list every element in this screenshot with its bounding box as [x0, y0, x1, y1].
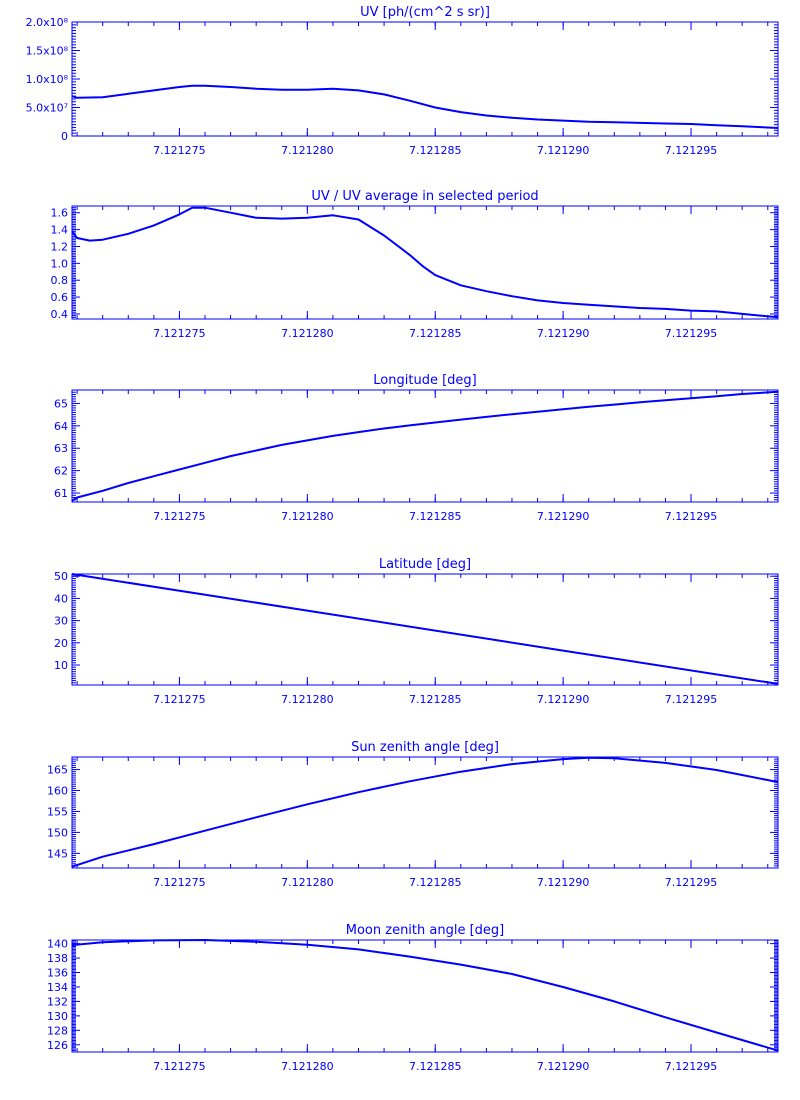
x-tick-label: 7.121295	[665, 327, 718, 340]
x-tick-label: 7.121275	[153, 1060, 206, 1073]
x-tick-label: 7.121295	[665, 1060, 718, 1073]
panel-1: UV [ph/(cm^2 s sr)] 0 5.0x10⁷ 1.0x10⁸ 1.5x10…	[26, 5, 779, 157]
y-tick-label: 2.0x10⁸	[26, 16, 69, 29]
panel-title: UV / UV average in selected period	[311, 189, 538, 204]
series-line	[71, 573, 779, 685]
x-tick-label: 7.121290	[537, 1060, 590, 1073]
panel-2: UV / UV average in selected period 0.4 0.6…	[51, 189, 779, 340]
panel-title: Latitude [deg]	[379, 557, 471, 572]
y-tick-label: 1.0	[51, 257, 69, 270]
y-tick-label: 40	[54, 592, 68, 605]
x-tick-label: 7.121285	[409, 1060, 462, 1073]
y-tick-label: 134	[47, 981, 68, 994]
y-tick-label: 132	[47, 995, 68, 1008]
y-tick-label: 61	[54, 487, 68, 500]
plot-frame	[71, 756, 779, 869]
panel-4: Latitude [deg] 10 20 30 40 50 7.121275 7.121280…	[54, 557, 779, 706]
y-tick-label: 62	[54, 465, 68, 478]
y-tick-label: 0.4	[51, 308, 69, 321]
x-tick-label: 7.121290	[537, 327, 590, 340]
y-tick-label: 0	[61, 130, 68, 143]
series-line	[71, 390, 779, 502]
x-tick-label: 7.121275	[153, 876, 206, 889]
y-tick-label: 140	[47, 938, 68, 951]
plot-frame	[71, 205, 779, 320]
panel-title: UV [ph/(cm^2 s sr)]	[360, 5, 490, 20]
y-tick-label: 138	[47, 952, 68, 965]
y-tick-label: 1.4	[51, 224, 69, 237]
panel-6: Moon zenith angle [deg]12612813013213413…	[47, 923, 779, 1073]
x-tick-label: 7.121280	[281, 1060, 334, 1073]
x-tick-label: 7.121290	[537, 144, 590, 157]
y-tick-label: 5.0x10⁷	[26, 102, 68, 115]
series-line	[71, 756, 779, 868]
x-tick-label: 7.121285	[409, 693, 462, 706]
y-tick-label: 64	[54, 420, 68, 433]
y-tick-label: 0.6	[51, 291, 69, 304]
series-line	[71, 84, 779, 129]
x-tick-label: 7.121275	[153, 693, 206, 706]
panel-title: Moon zenith angle [deg]	[346, 923, 504, 938]
y-tick-label: 150	[47, 826, 68, 839]
panel-title: Longitude [deg]	[373, 373, 476, 388]
x-tick-label: 7.121280	[281, 327, 334, 340]
x-tick-label: 7.121290	[537, 510, 590, 523]
y-tick-label: 50	[54, 570, 68, 583]
x-tick-label: 7.121285	[409, 327, 462, 340]
y-tick-label: 128	[47, 1024, 68, 1037]
panel-5: Sun zenith angle [deg] 145 150 155 160 165 7.1…	[47, 740, 779, 889]
x-tick-label: 7.121290	[537, 876, 590, 889]
x-tick-label: 7.121290	[537, 693, 590, 706]
y-tick-label: 10	[54, 659, 68, 672]
x-tick-label: 7.121275	[153, 144, 206, 157]
y-tick-label: 1.0x10⁸	[26, 73, 69, 86]
y-tick-label: 1.6	[51, 207, 69, 220]
x-tick-label: 7.121285	[409, 510, 462, 523]
x-tick-label: 7.121295	[665, 510, 718, 523]
y-tick-label: 126	[47, 1039, 68, 1052]
y-tick-label: 136	[47, 967, 68, 980]
x-tick-label: 7.121295	[665, 144, 718, 157]
x-tick-label: 7.121275	[153, 327, 206, 340]
x-tick-label: 7.121280	[281, 693, 334, 706]
y-tick-label: 130	[47, 1010, 68, 1023]
y-tick-label: 1.2	[51, 240, 69, 253]
y-tick-label: 145	[47, 847, 68, 860]
y-tick-label: 1.5x10⁸	[26, 45, 69, 58]
y-tick-label: 20	[54, 637, 68, 650]
panel-3: Longitude [deg] 61 62 63 64 65 7.121275 7.12128…	[54, 373, 779, 523]
x-tick-label: 7.121280	[281, 510, 334, 523]
panel-title: Sun zenith angle [deg]	[351, 740, 499, 755]
x-tick-label: 7.121280	[281, 144, 334, 157]
y-tick-label: 0.8	[51, 274, 69, 287]
x-tick-label: 7.121295	[665, 876, 718, 889]
series-line	[71, 206, 779, 319]
y-tick-label: 155	[47, 805, 68, 818]
x-tick-label: 7.121295	[665, 693, 718, 706]
y-tick-label: 65	[54, 397, 68, 410]
y-tick-label: 165	[47, 764, 68, 777]
x-tick-label: 7.121275	[153, 510, 206, 523]
y-tick-label: 30	[54, 615, 68, 628]
y-tick-label: 160	[47, 785, 68, 798]
y-tick-label: 63	[54, 442, 68, 455]
x-tick-label: 7.121280	[281, 876, 334, 889]
x-tick-label: 7.121285	[409, 144, 462, 157]
x-tick-label: 7.121285	[409, 876, 462, 889]
series-line	[71, 939, 779, 1052]
